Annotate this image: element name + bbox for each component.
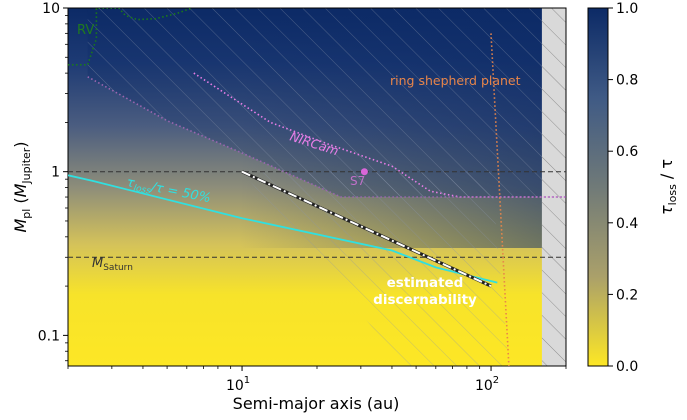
rv-label: RV bbox=[77, 23, 94, 38]
series-rv-boundary bbox=[68, 8, 193, 66]
colorbar-label: τloss / τ bbox=[657, 159, 679, 215]
series-tau-loss-50-percent bbox=[68, 174, 498, 284]
y-axis-label-open: ( bbox=[11, 197, 30, 208]
discernability-region-hatch bbox=[242, 171, 509, 366]
y-axis-label-m2: M bbox=[11, 183, 30, 197]
colorbar-tick-label: 1.0 bbox=[616, 1, 638, 17]
series-nircam-curve bbox=[193, 72, 566, 198]
x-axis: 101 102 bbox=[67, 366, 567, 394]
tau50-label-tau: τ bbox=[125, 175, 136, 191]
y-axis-label-sub: pl bbox=[20, 209, 33, 219]
colorbar-label-rest: / τ bbox=[657, 159, 676, 184]
y-axis-label: Mpl (MJupiter) bbox=[11, 141, 33, 232]
y-axis-label-close: ) bbox=[11, 141, 30, 147]
colorbar-tick-label: 0.6 bbox=[616, 144, 638, 160]
colorbar-tick-label: 0.8 bbox=[616, 73, 638, 89]
excluded-region-hatch bbox=[87, 8, 566, 197]
tau50-label-sub: loss bbox=[133, 184, 152, 197]
discernability-label-line1: estimated bbox=[387, 275, 464, 291]
y-tick-label: 10 bbox=[42, 1, 60, 17]
colorbar-gradient bbox=[587, 7, 609, 367]
saturn-label: MSaturn bbox=[92, 256, 133, 273]
colorbar-tick-label: 0.2 bbox=[616, 287, 638, 303]
x-axis-label: Semi-major axis (au) bbox=[233, 394, 400, 413]
colorbar-tick-label: 0.4 bbox=[616, 216, 638, 232]
y-axis-label-m: M bbox=[11, 219, 30, 233]
ring-shepherd-label: ring shepherd planet bbox=[390, 73, 521, 88]
colorbar-label-tau: τ bbox=[657, 205, 676, 215]
saturn-label-m: M bbox=[92, 256, 103, 271]
y-tick-label: 0.1 bbox=[38, 328, 60, 344]
colorbar-label-sub: loss bbox=[666, 184, 679, 206]
data-point-s7 bbox=[360, 168, 368, 176]
colorbar-tick-label: 0.0 bbox=[616, 359, 638, 375]
s7-label: S7 bbox=[350, 174, 365, 188]
inner-edge-band-hatch bbox=[541, 8, 566, 366]
x-tick-label: 102 bbox=[475, 375, 499, 394]
series-estimated-discernability bbox=[241, 170, 492, 288]
y-tick-label: 1 bbox=[51, 165, 60, 181]
x-tick-label: 101 bbox=[226, 375, 250, 394]
colorbar: 0.0 0.2 0.4 0.6 0.8 1.0 τloss / τ bbox=[587, 1, 679, 375]
discernability-label-line2: discernability bbox=[373, 292, 477, 308]
y-axis-label-sub2: Jupiter bbox=[20, 147, 33, 184]
saturn-label-sub: Saturn bbox=[103, 263, 133, 273]
y-axis: 0.1 1 10 bbox=[38, 1, 68, 362]
